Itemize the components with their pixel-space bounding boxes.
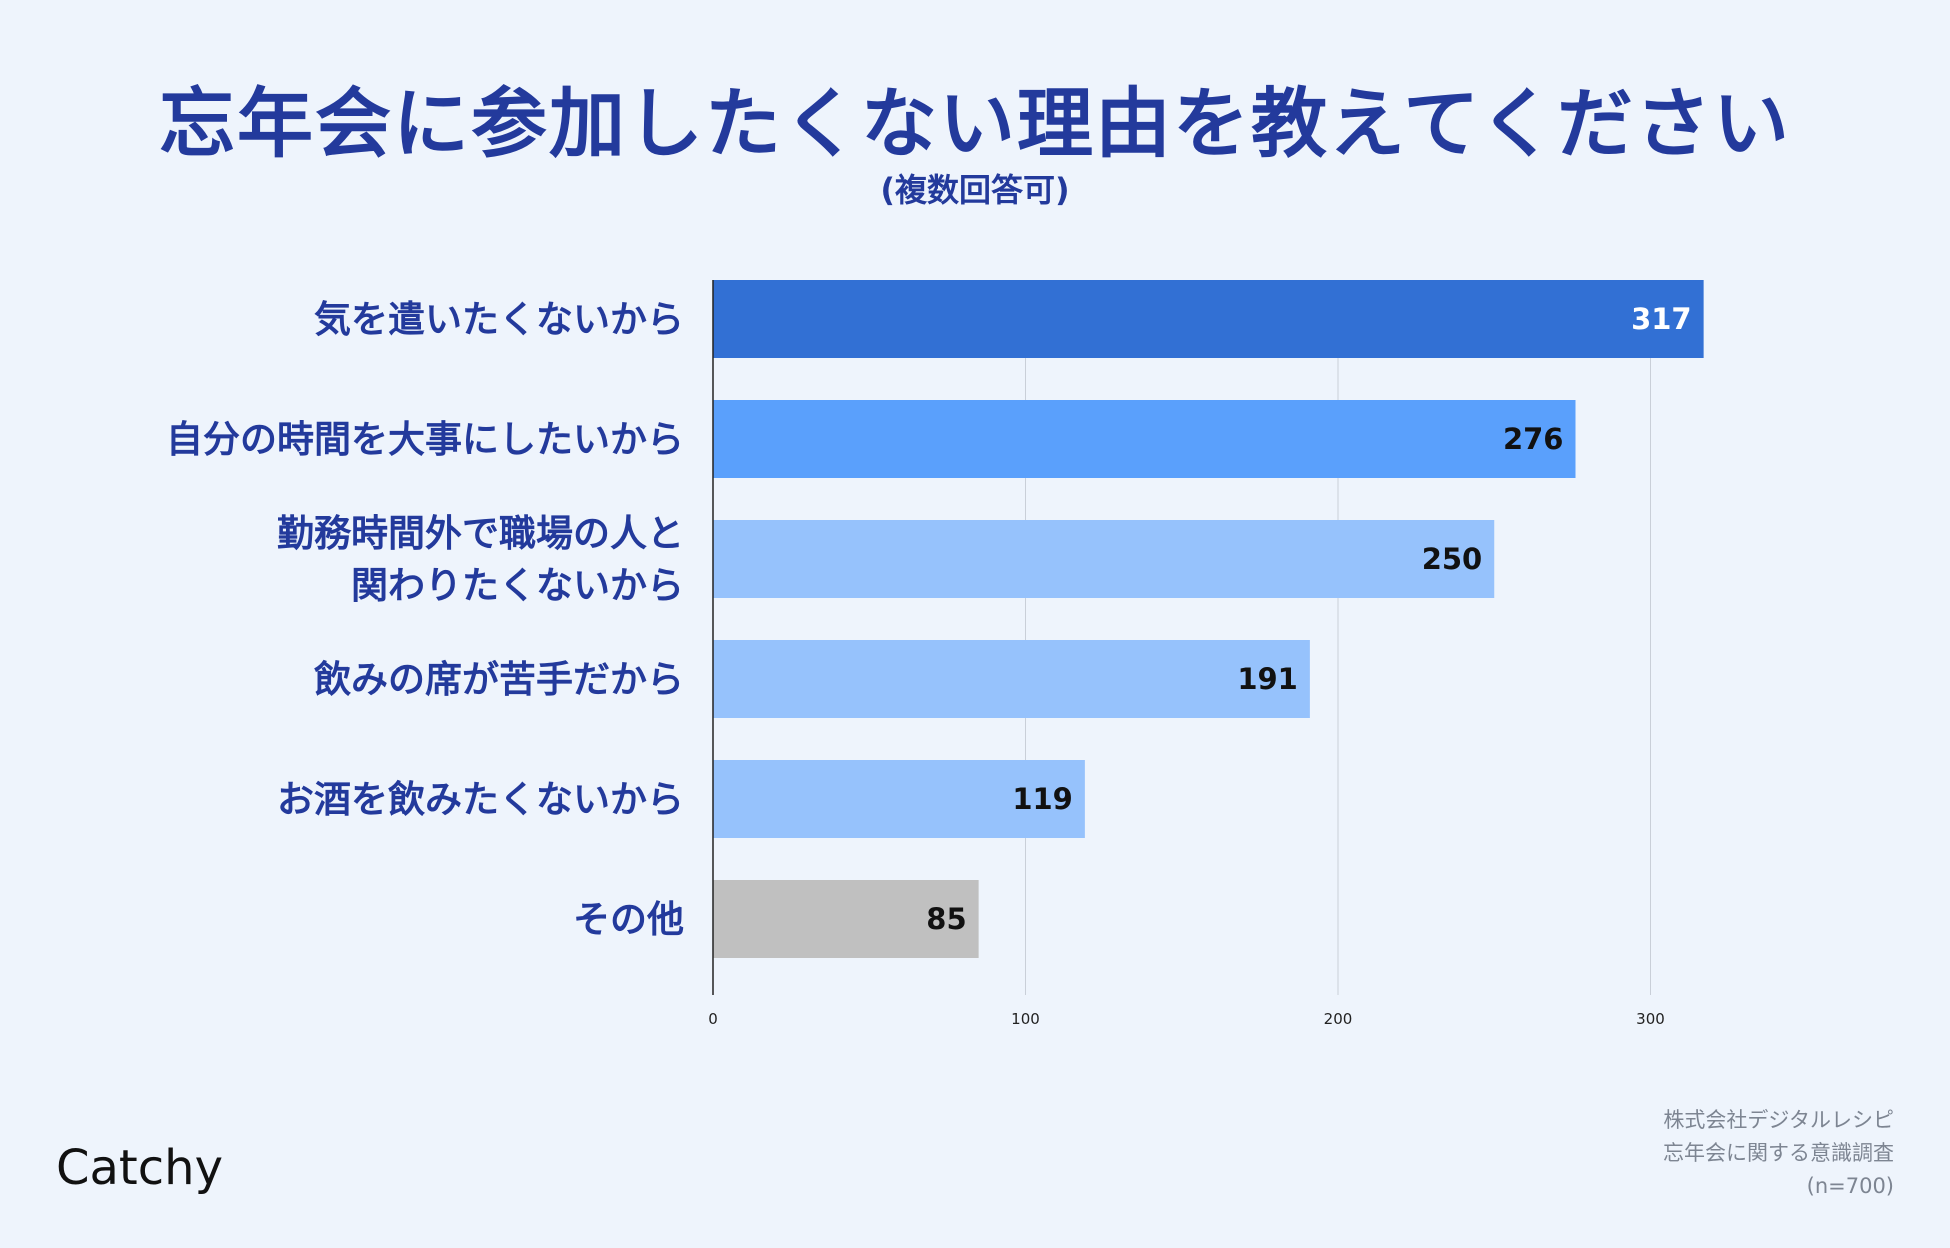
value-label-5: 85 <box>926 902 966 936</box>
bar-5 <box>713 880 979 958</box>
x-tick-label-0: 0 <box>708 1010 718 1028</box>
bar-3 <box>713 640 1310 718</box>
category-label-4: お酒を飲みたくないから <box>277 778 684 821</box>
bar-0 <box>713 280 1704 358</box>
value-label-3: 191 <box>1237 662 1298 696</box>
value-label-0: 317 <box>1631 302 1692 336</box>
x-tick-label-100: 100 <box>1011 1010 1040 1028</box>
x-tick-label-200: 200 <box>1324 1010 1353 1028</box>
bar-4 <box>713 760 1085 838</box>
credit-company: 株式会社デジタルレシピ <box>1663 1108 1894 1132</box>
value-label-1: 276 <box>1503 422 1564 456</box>
value-label-2: 250 <box>1422 542 1483 576</box>
x-tick-label-300: 300 <box>1636 1010 1665 1028</box>
category-label-1: 自分の時間を大事にしたいから <box>166 418 684 461</box>
value-label-4: 119 <box>1012 782 1073 816</box>
credit-sample-size: (n=700) <box>1806 1174 1894 1198</box>
chart-subtitle: (複数回答可) <box>880 171 1070 209</box>
chart-title: 忘年会に参加したくない理由を教えてください <box>159 79 1791 168</box>
category-label-3: 飲みの席が苦手だから <box>314 658 684 701</box>
bar-chart: 317 気を遣いたくないから 276 自分の時間を大事にしたいから 250 勤務時間外で職… <box>166 280 1704 1028</box>
bar-2 <box>713 520 1495 598</box>
survey-credit: 株式会社デジタルレシピ 忘年会に関する意識調査 (n=700) <box>1663 1104 1894 1203</box>
category-label-5: その他 <box>573 898 684 941</box>
credit-survey-name: 忘年会に関する意識調査 <box>1663 1141 1894 1165</box>
category-label-0: 気を遣いたくないから <box>314 298 684 341</box>
bar-1 <box>713 400 1576 478</box>
catchy-logo: Catchy <box>56 1140 223 1196</box>
category-label-2: 勤務時間外で職場の人と関わりたくないから <box>277 512 684 607</box>
